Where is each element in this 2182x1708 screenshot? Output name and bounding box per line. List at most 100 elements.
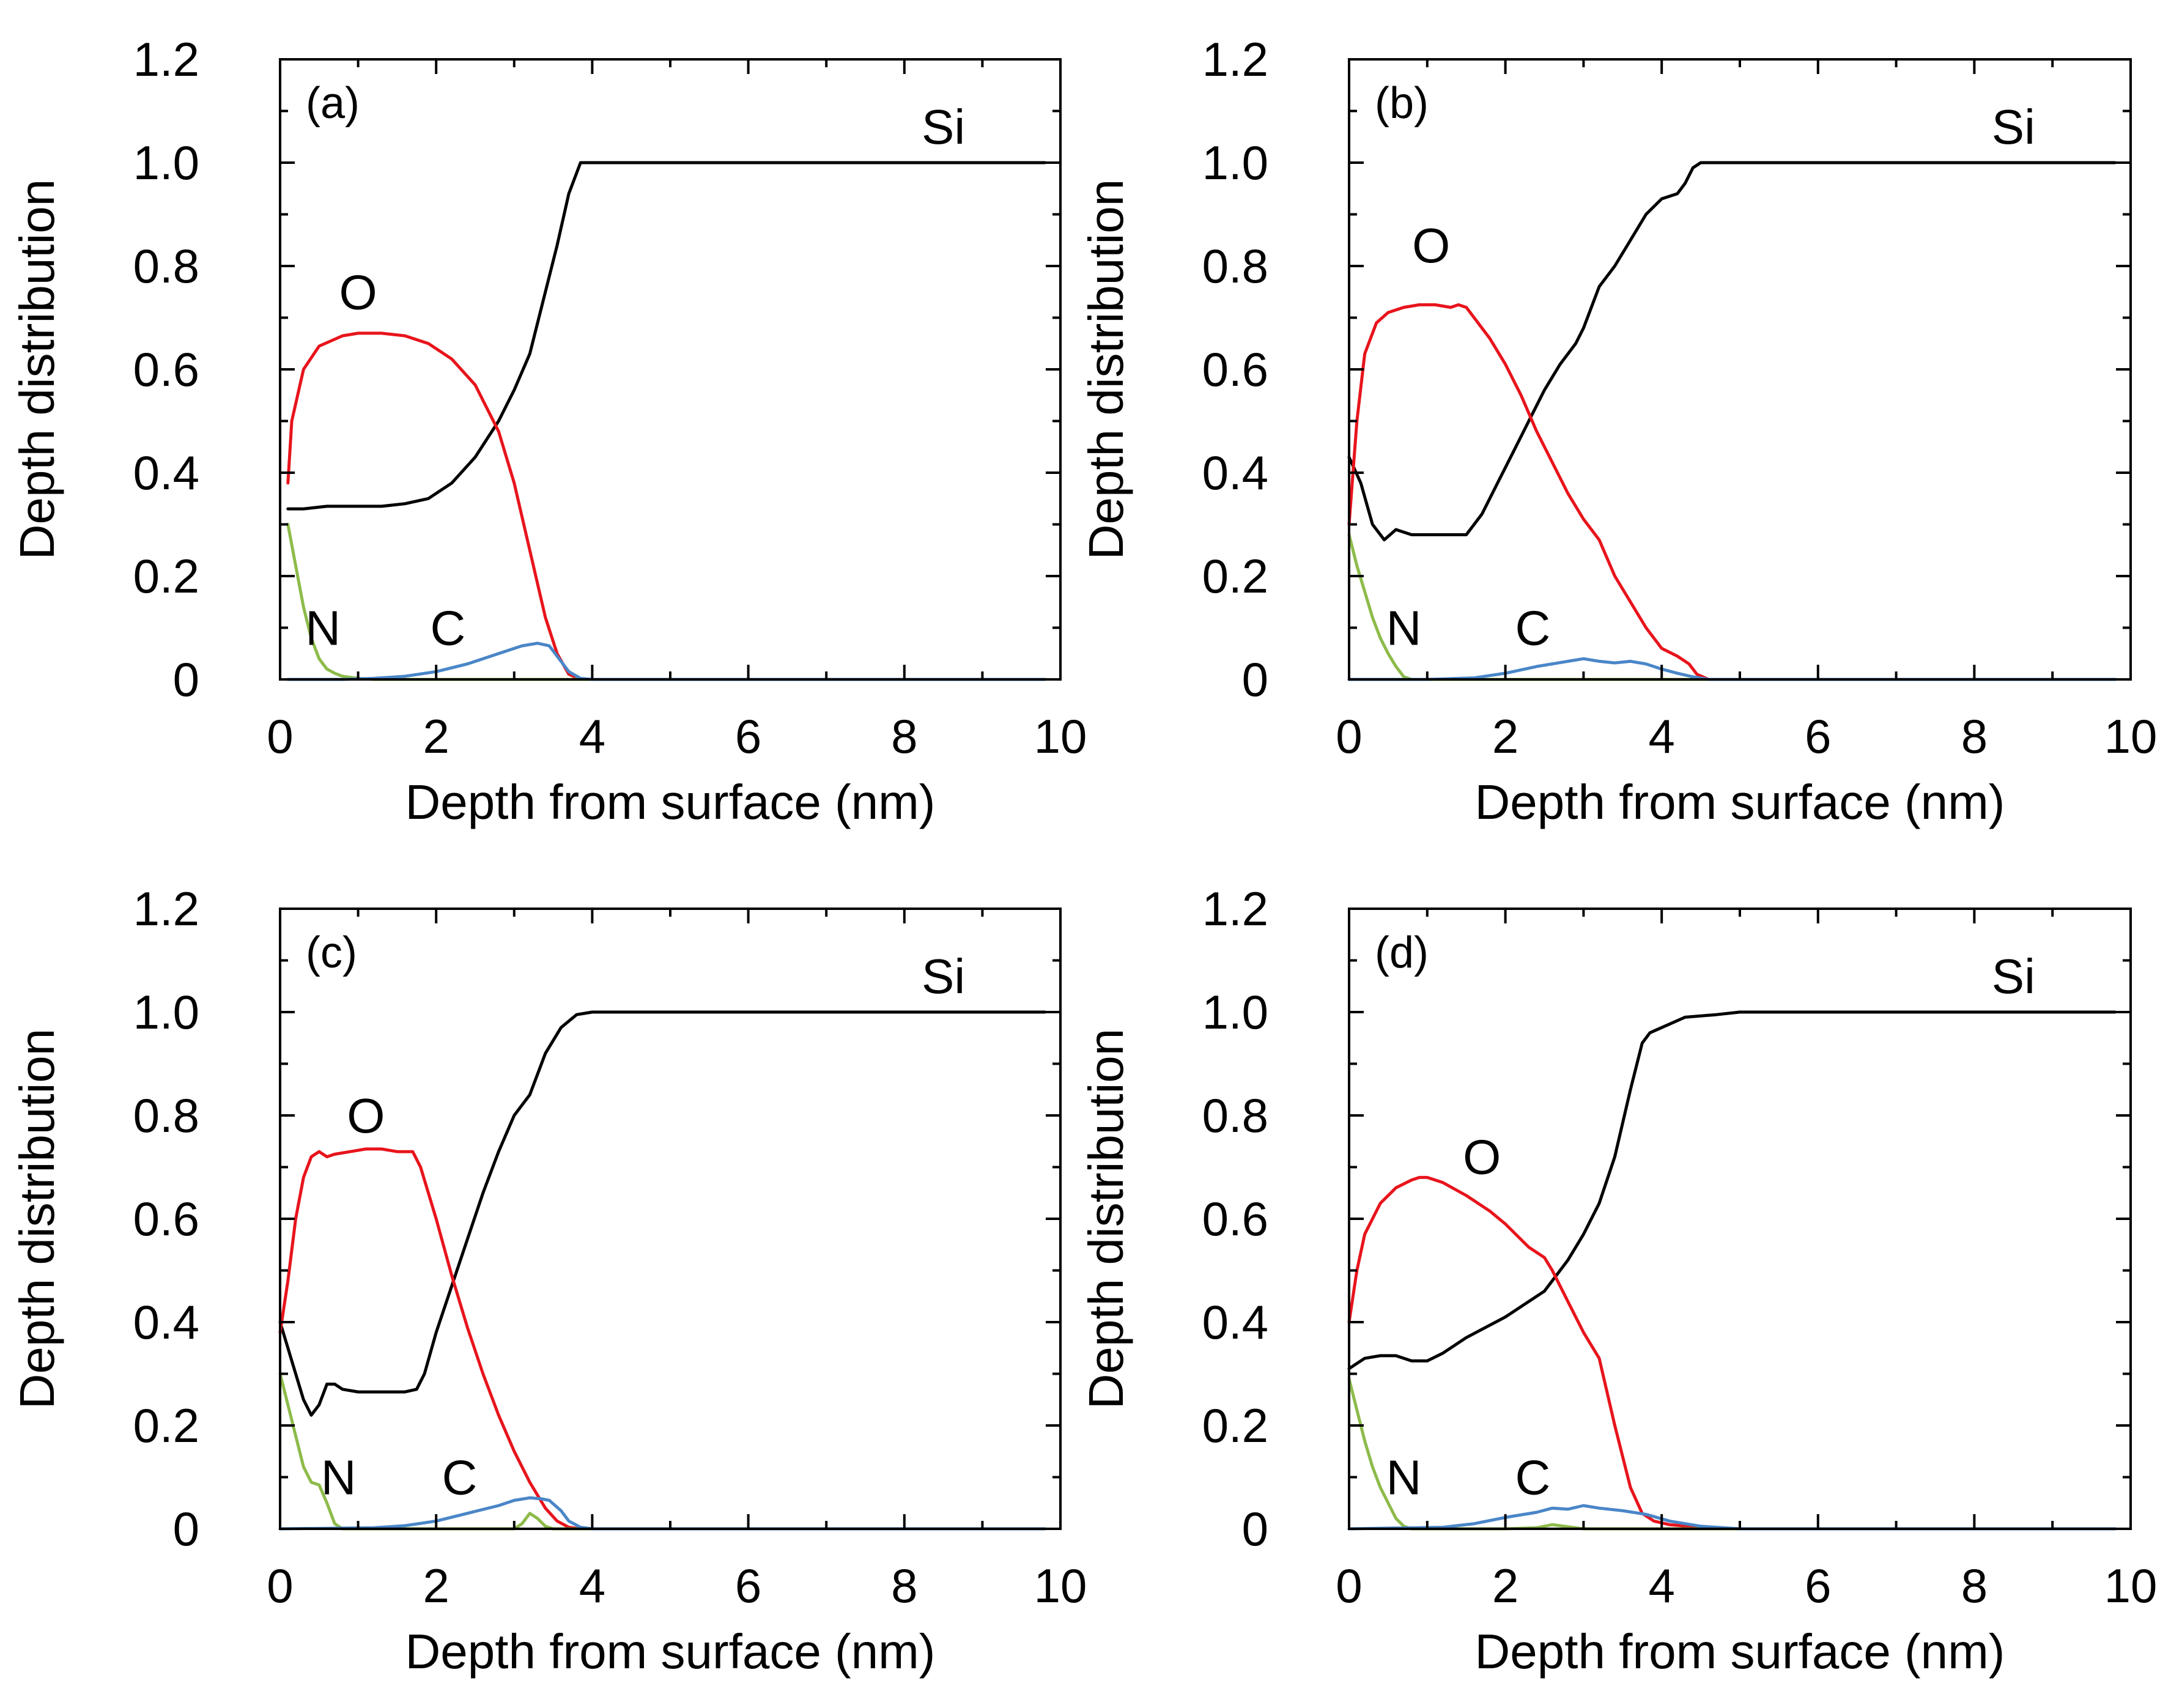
y-tick-label: 1.0 [1202, 136, 1268, 190]
series-o-line [1347, 303, 2117, 681]
label-n: N [305, 601, 341, 656]
x-tick-label: 0 [1336, 1559, 1362, 1613]
series-c-line [1347, 1504, 2117, 1531]
label-c: C [430, 601, 465, 656]
label-si: Si [922, 100, 965, 154]
y-tick-label: 0.4 [1202, 446, 1268, 500]
panel-label: (c) [306, 928, 357, 977]
series-c-line [286, 641, 1046, 681]
label-si: Si [922, 949, 965, 1004]
y-tick-label: 1.0 [133, 985, 199, 1039]
label-c: C [442, 1451, 478, 1505]
x-tick-label: 8 [891, 709, 917, 763]
y-tick-label: 0.6 [1202, 342, 1268, 396]
y-tick-label: 0.6 [1202, 1192, 1268, 1246]
series-si-line [286, 161, 1046, 511]
x-tick-label: 4 [1649, 709, 1675, 763]
x-tick-label: 4 [579, 709, 605, 763]
x-axis-title: Depth from surface (nm) [1475, 775, 2005, 829]
series-o-line [286, 331, 1046, 681]
y-axis-title: Depth distribution [10, 179, 64, 560]
y-axis-title: Depth distribution [1079, 1029, 1133, 1410]
y-tick-label: 1.2 [133, 32, 199, 86]
label-n: N [1386, 601, 1422, 656]
x-axis-title: Depth from surface (nm) [405, 1624, 936, 1679]
y-tick-label: 1.2 [1202, 882, 1268, 936]
y-tick-label: 0 [1242, 1502, 1268, 1556]
x-tick-label: 10 [1034, 709, 1087, 763]
series-si-line [1347, 161, 2117, 542]
x-tick-label: 10 [2104, 709, 2158, 763]
panel-label: (d) [1375, 928, 1429, 977]
label-c: C [1515, 1451, 1550, 1505]
panel-b: 0 0.2 0.4 0.6 0.8 1.0 1.2 0 2 4 6 8 10 Depth from sur… [1079, 32, 2157, 829]
x-tick-label: 4 [1649, 1559, 1675, 1613]
panel-c-series [278, 1010, 1046, 1531]
panel-label: (b) [1375, 79, 1429, 128]
x-tick-label: 2 [423, 709, 449, 763]
label-si: Si [1992, 949, 2035, 1004]
y-tick-label: 0 [173, 653, 199, 706]
panel-a: 0 0.2 0.4 0.6 0.8 1.0 1.2 0 2 4 6 8 10 Depth from sur… [10, 32, 1087, 829]
x-tick-label: 10 [2104, 1559, 2158, 1613]
y-axis-title: Depth distribution [1079, 179, 1133, 560]
x-tick-label: 4 [579, 1559, 605, 1613]
x-axis: 0 2 4 6 8 10 [1336, 59, 2157, 763]
series-n-line [1347, 533, 2117, 681]
y-tick-label: 0.2 [133, 549, 199, 603]
x-tick-label: 8 [1961, 1559, 1988, 1613]
y-tick-label: 0 [173, 1502, 199, 1556]
y-tick-label: 0.2 [1202, 549, 1268, 603]
y-tick-label: 0.2 [1202, 1399, 1268, 1452]
y-axis: 0 0.2 0.4 0.6 0.8 1.0 1.2 [133, 882, 1060, 1556]
x-tick-label: 6 [735, 709, 761, 763]
x-tick-label: 0 [267, 709, 293, 763]
panel-b-series [1347, 161, 2117, 681]
series-n-line [1347, 1377, 2117, 1531]
label-c: C [1515, 601, 1550, 656]
series-o-line [278, 1147, 1046, 1531]
label-o: O [339, 265, 377, 319]
y-tick-label: 1.2 [133, 882, 199, 936]
series-o-line [1347, 1175, 2117, 1531]
x-tick-label: 6 [1805, 1559, 1831, 1613]
label-o: O [1463, 1130, 1501, 1185]
y-tick-label: 0.4 [133, 446, 199, 500]
x-tick-label: 10 [1034, 1559, 1087, 1613]
x-tick-label: 8 [891, 1559, 917, 1613]
x-axis-title: Depth from surface (nm) [405, 775, 936, 829]
y-tick-label: 0.6 [133, 342, 199, 396]
y-tick-label: 0.4 [133, 1295, 199, 1349]
panel-a-series [286, 161, 1046, 681]
panel-d-series [1347, 1010, 2117, 1531]
y-tick-label: 1.0 [133, 136, 199, 190]
y-tick-label: 0.8 [1202, 239, 1268, 293]
x-axis: 0 2 4 6 8 10 [267, 909, 1087, 1613]
x-tick-label: 2 [423, 1559, 449, 1613]
series-si-line [1347, 1010, 2117, 1370]
series-c-line [1347, 657, 2117, 681]
y-tick-label: 0.8 [1202, 1089, 1268, 1142]
x-axis: 0 2 4 6 8 10 [267, 59, 1087, 763]
y-axis: 0 0.2 0.4 0.6 0.8 1.0 1.2 [1202, 882, 2131, 1556]
label-n: N [1386, 1451, 1422, 1505]
y-tick-label: 0.4 [1202, 1295, 1268, 1349]
y-tick-label: 0.6 [133, 1192, 199, 1246]
y-tick-label: 1.0 [1202, 985, 1268, 1039]
series-n-line [278, 1372, 1046, 1531]
y-tick-label: 1.2 [1202, 32, 1268, 86]
panel-d: 0 0.2 0.4 0.6 0.8 1.0 1.2 0 2 4 6 8 10 Depth from sur… [1079, 882, 2157, 1679]
y-axis: 0 0.2 0.4 0.6 0.8 1.0 1.2 [133, 32, 1060, 706]
series-c-line [278, 1496, 1046, 1531]
y-axis: 0 0.2 0.4 0.6 0.8 1.0 1.2 [1202, 32, 2131, 706]
x-tick-label: 0 [1336, 709, 1362, 763]
x-tick-label: 2 [1492, 1559, 1518, 1613]
y-tick-label: 0 [1242, 653, 1268, 706]
label-o: O [347, 1089, 385, 1143]
panel-label: (a) [306, 79, 360, 128]
series-n-line [286, 523, 1046, 681]
y-tick-label: 0.2 [133, 1399, 199, 1452]
x-tick-label: 6 [735, 1559, 761, 1613]
y-tick-label: 0.8 [133, 239, 199, 293]
